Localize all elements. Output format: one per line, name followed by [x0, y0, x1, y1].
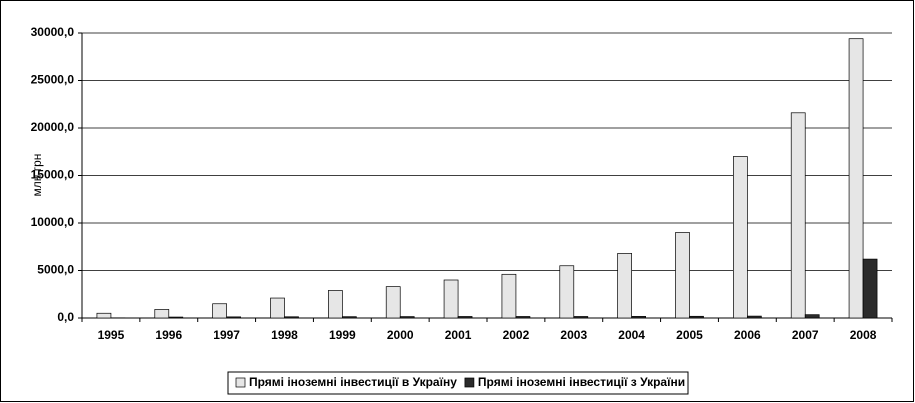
bar	[559, 265, 575, 319]
legend-label: Прямі іноземні інвестиції в Україну	[249, 375, 457, 389]
bar	[342, 316, 357, 319]
bar	[747, 315, 762, 319]
bar	[501, 273, 517, 319]
y-tick-label: 5000,0	[37, 263, 74, 277]
bar	[399, 316, 415, 319]
bar	[270, 297, 285, 319]
bar	[385, 286, 401, 319]
x-tick-label: 2005	[676, 328, 703, 342]
y-tick-label: 30000,0	[31, 25, 75, 39]
x-tick-label: 1999	[329, 328, 356, 342]
bar	[96, 312, 112, 319]
x-tick-label: 2008	[850, 328, 877, 342]
y-tick-label: 15000,0	[31, 168, 75, 182]
x-tick-label: 1995	[98, 328, 125, 342]
x-tick-label: 1996	[155, 328, 182, 342]
legend-box	[227, 371, 689, 395]
legend-label: Прямі іноземні інвестиції з України	[478, 375, 685, 389]
x-tick-label: 2000	[387, 328, 414, 342]
bar	[328, 290, 343, 319]
x-tick-label: 2006	[734, 328, 761, 342]
bar	[573, 316, 589, 319]
x-tick-label: 1998	[271, 328, 298, 342]
bar	[617, 253, 632, 319]
bar	[675, 232, 690, 319]
bar	[284, 316, 299, 319]
x-tick-label: 1997	[213, 328, 240, 342]
y-tick-label: 0,0	[57, 310, 74, 324]
bar	[226, 316, 241, 319]
x-tick-label: 2004	[618, 328, 645, 342]
y-tick-label: 20000,0	[31, 120, 75, 134]
x-tick-label: 2001	[445, 328, 472, 342]
bar	[689, 315, 704, 319]
bar	[733, 156, 748, 319]
legend-swatch	[464, 377, 475, 388]
bar	[862, 258, 878, 319]
bar	[443, 279, 459, 319]
bar	[848, 38, 864, 319]
x-tick-label: 2007	[792, 328, 819, 342]
y-tick-label: 25000,0	[31, 73, 75, 87]
bar	[457, 316, 473, 319]
x-tick-label: 2003	[560, 328, 587, 342]
bar	[631, 316, 646, 319]
legend-swatch	[235, 377, 246, 388]
bar	[154, 309, 170, 319]
x-tick-label: 2002	[503, 328, 530, 342]
bar	[804, 314, 820, 319]
bar	[515, 316, 531, 319]
bar	[212, 303, 227, 319]
bar	[790, 112, 806, 319]
bar	[168, 316, 184, 319]
y-axis-label: млн грн	[30, 154, 44, 197]
y-tick-label: 10000,0	[31, 215, 75, 229]
